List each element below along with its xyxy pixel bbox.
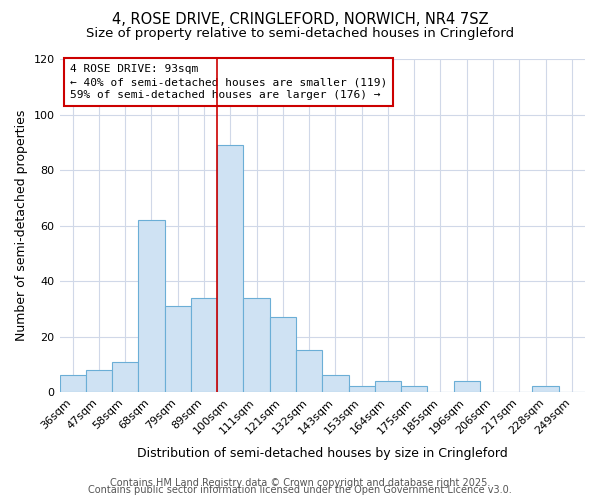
Bar [217,145,244,392]
Bar [322,376,349,392]
Bar [112,362,139,392]
Bar [349,386,375,392]
X-axis label: Distribution of semi-detached houses by size in Cringleford: Distribution of semi-detached houses by … [137,447,508,460]
Bar [86,370,112,392]
Bar [244,298,270,392]
Bar [296,350,322,392]
Bar [59,376,86,392]
Bar [139,220,164,392]
Text: Size of property relative to semi-detached houses in Cringleford: Size of property relative to semi-detach… [86,28,514,40]
Bar [401,386,427,392]
Bar [191,298,217,392]
Text: 4 ROSE DRIVE: 93sqm
← 40% of semi-detached houses are smaller (119)
59% of semi-: 4 ROSE DRIVE: 93sqm ← 40% of semi-detach… [70,64,388,100]
Text: Contains HM Land Registry data © Crown copyright and database right 2025.: Contains HM Land Registry data © Crown c… [110,478,490,488]
Bar [454,381,480,392]
Bar [270,317,296,392]
Text: Contains public sector information licensed under the Open Government Licence v3: Contains public sector information licen… [88,485,512,495]
Bar [532,386,559,392]
Text: 4, ROSE DRIVE, CRINGLEFORD, NORWICH, NR4 7SZ: 4, ROSE DRIVE, CRINGLEFORD, NORWICH, NR4… [112,12,488,28]
Bar [164,306,191,392]
Bar [375,381,401,392]
Y-axis label: Number of semi-detached properties: Number of semi-detached properties [15,110,28,341]
